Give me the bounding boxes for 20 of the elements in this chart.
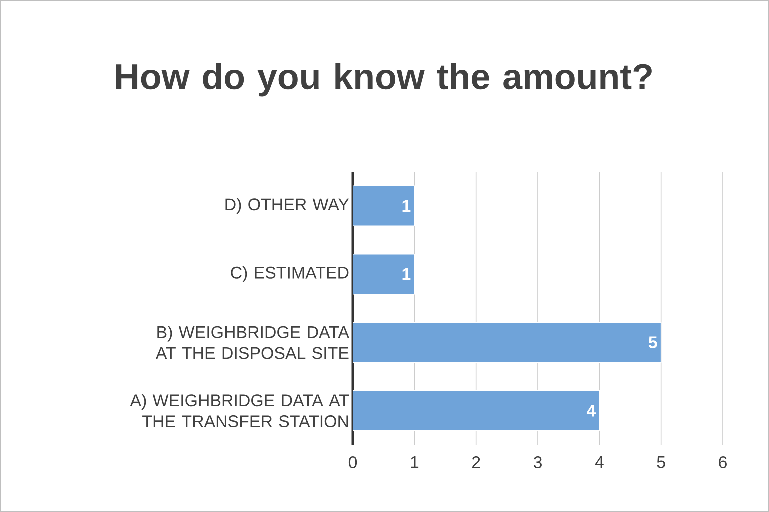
x-tick-label: 3 [534,456,542,469]
chart-title: How do you know the amount? [116,63,652,97]
data-label: 1 [402,268,411,280]
bar [353,186,416,227]
x-tick-label: 5 [657,456,666,468]
data-label: 1 [402,200,411,212]
x-tick-label: 1 [411,456,419,468]
x-tick-label: 4 [595,456,604,468]
bar [353,390,600,432]
bar [353,322,662,364]
data-label: 4 [586,405,596,417]
data-label: 5 [648,336,658,349]
bar [353,254,416,295]
y-tick-label: B) WEIGHBRIDGE DATA AT THE DISPOSAL SITE [156,326,350,360]
y-tick-label: C) ESTIMATED [231,266,349,282]
y-tick-label: A) WEIGHBRIDGE DATA AT THE TRANSFER STATION [130,394,350,428]
x-tick-label: 0 [348,456,358,469]
x-tick-label: 6 [719,456,727,469]
x-tick-label: 2 [472,456,480,468]
y-tick-label: D) OTHER WAY [226,198,350,214]
